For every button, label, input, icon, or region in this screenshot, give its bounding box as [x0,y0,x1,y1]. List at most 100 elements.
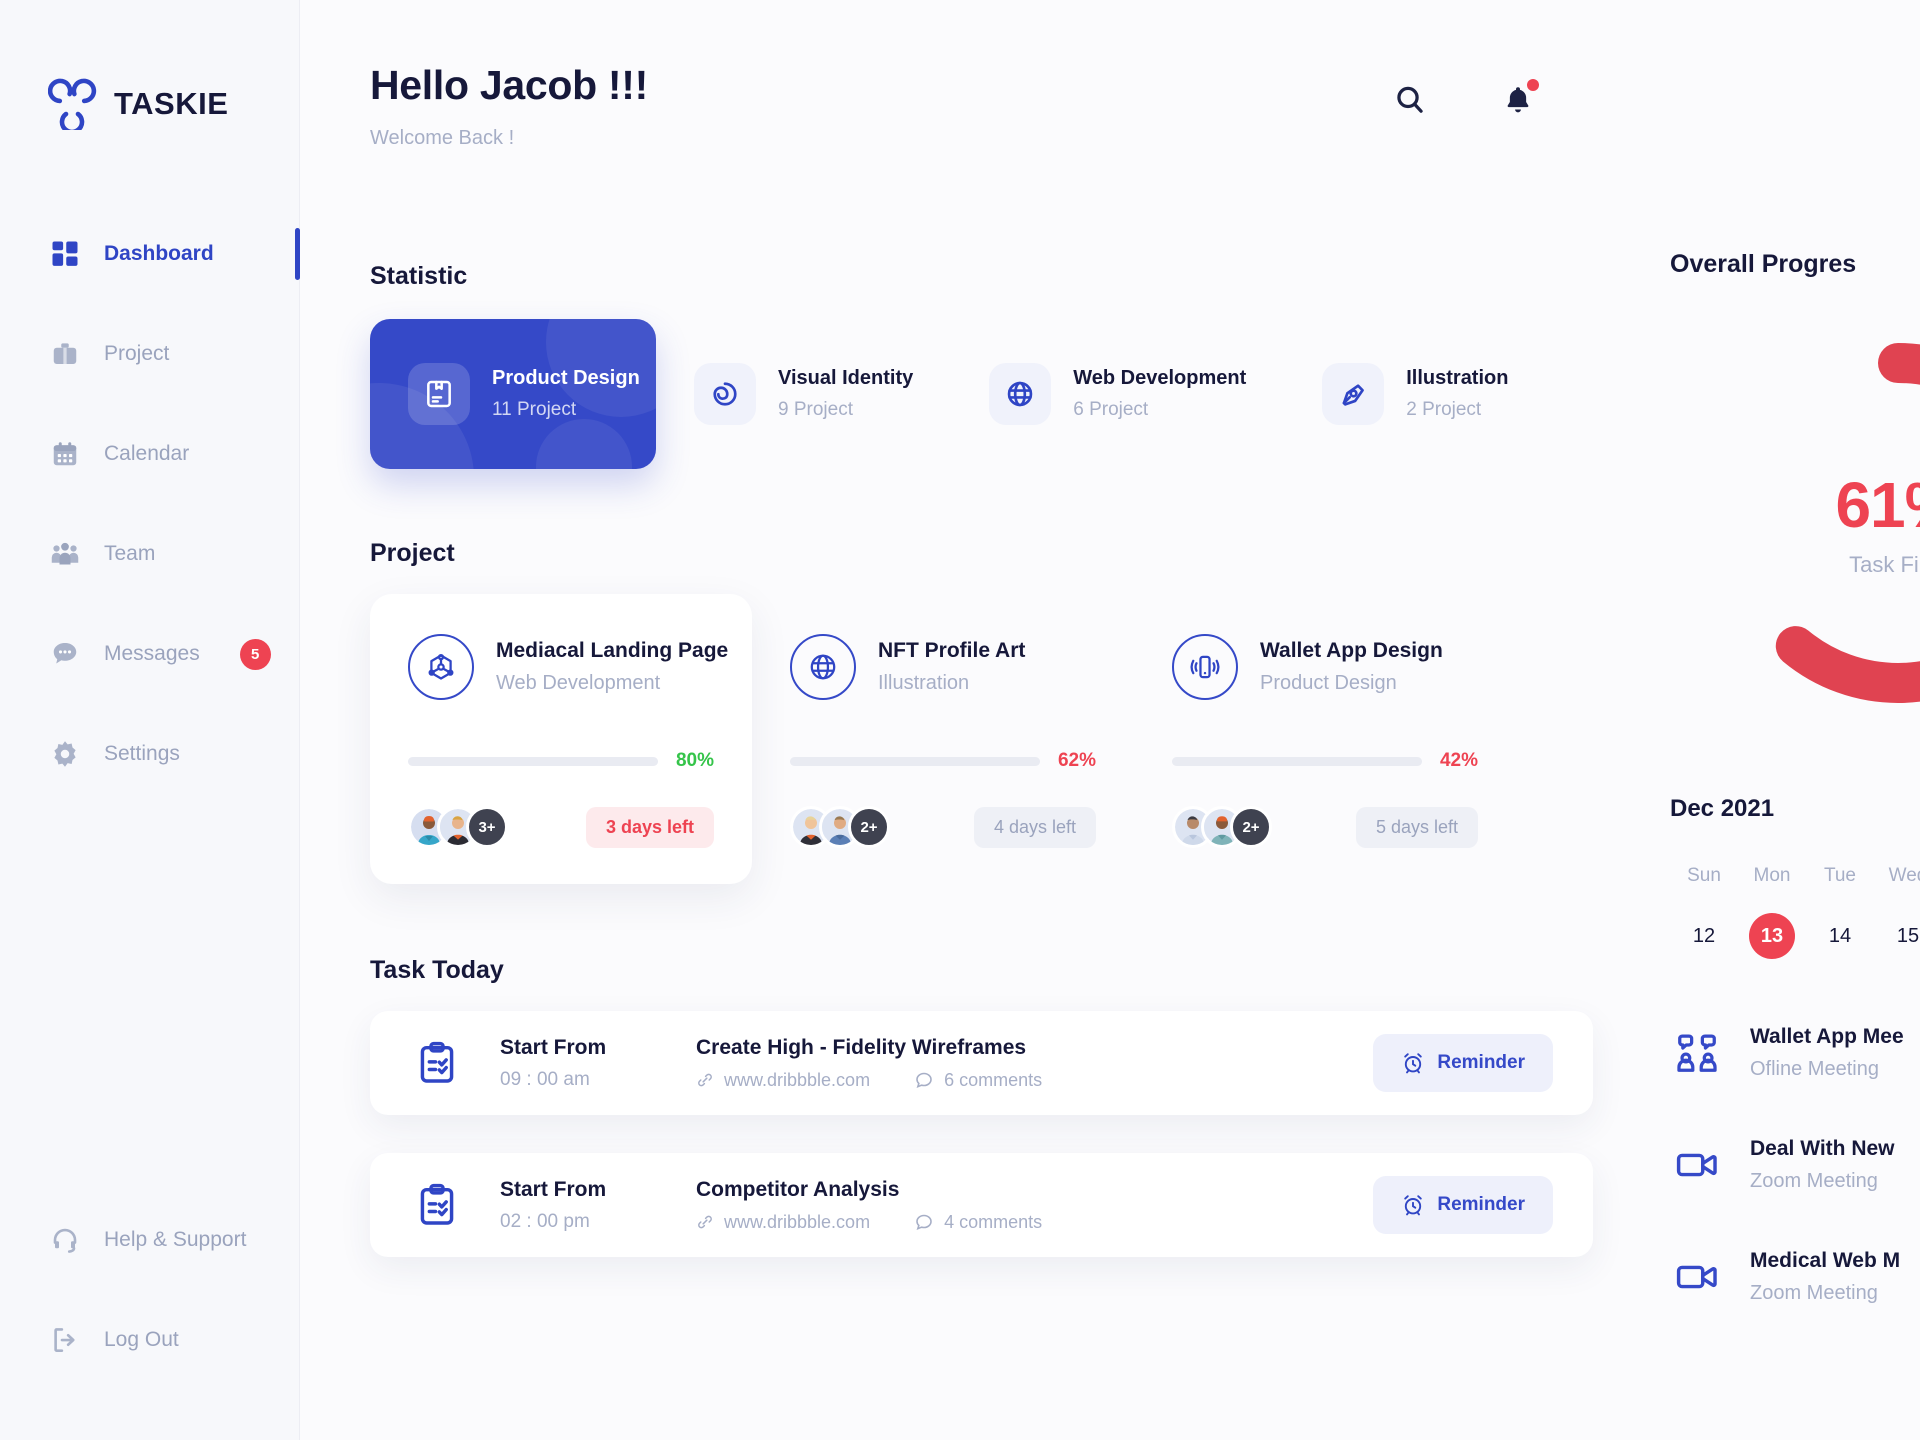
clipboard-check-icon [410,1178,464,1232]
sidebar-item-settings[interactable]: Settings [0,726,299,782]
project-card-wallet-app-design[interactable]: Wallet App Design Product Design 42% [1134,594,1516,884]
mobile-vibrate-icon [1172,634,1238,700]
stat-card-illustration[interactable]: Illustration 2 Project [1284,319,1546,469]
days-left-badge: 3 days left [585,806,714,848]
calendar-icon [48,437,82,471]
task-today-title: Task Today [370,956,504,984]
sidebar-item-dashboard[interactable]: Dashboard [0,226,300,282]
sidebar-item-help-support[interactable]: Help & Support [0,1212,299,1268]
project-name: NFT Profile Art [878,639,1026,662]
calendar-dow: Tue [1823,865,1857,886]
sidebar-item-label: Dashboard [104,242,214,265]
avatar-more-count: 2+ [848,806,890,848]
task-link[interactable]: www.dribbble.com [696,1070,870,1091]
sidebar-item-project[interactable]: Project [0,326,299,382]
task-comments-text: 6 comments [944,1069,1043,1090]
sidebar-item-log-out[interactable]: Log Out [0,1312,299,1368]
statistic-section: Statistic Product Design 11 Project [370,262,1920,469]
reminder-button[interactable]: Reminder [1373,1034,1553,1092]
spiral-icon [694,363,756,425]
sidebar-item-label: Log Out [104,1328,179,1351]
task-row[interactable]: Start From 09 : 00 am Create High - Fide… [370,1011,1593,1115]
calendar-day[interactable]: 15 [1896,925,1920,947]
calendar-day-selected[interactable]: 13 [1749,913,1795,959]
calendar-column: Sun 12 [1670,865,1738,959]
video-camera-icon [1670,1138,1724,1192]
project-card-medical-landing-page[interactable]: Mediacal Landing Page Web Development 80… [370,594,752,884]
search-icon[interactable] [1390,80,1430,120]
stat-name: Illustration [1406,367,1509,389]
meeting-item-wallet-app[interactable]: Wallet App Mee Ofline Meeting [1670,1025,1920,1081]
progress-row: 42% [1172,750,1478,772]
project-category: Web Development [496,672,661,694]
sidebar-item-label: Team [104,542,156,565]
stat-texts: Illustration 2 Project [1406,367,1508,421]
avatar-more-count: 2+ [1230,806,1272,848]
overall-progress-title: Overall Progres [1670,250,1857,278]
member-avatars[interactable]: 2+ [1172,806,1272,848]
calendar-dow: Mon [1753,865,1791,886]
project-name: Wallet App Design [1260,639,1443,662]
brand-logo[interactable]: TASKIE [0,0,299,135]
clipboard-check-icon [410,1036,464,1090]
member-avatars[interactable]: 3+ [408,806,508,848]
task-title: Competitor Analysis [696,1177,900,1201]
decor-blob [536,419,632,469]
task-link[interactable]: www.dribbble.com [696,1212,870,1233]
sidebar-item-messages[interactable]: Messages 5 [0,626,299,682]
task-meta: www.dribbble.com 4 comments [696,1212,1373,1233]
calendar-day[interactable]: 12 [1692,925,1716,947]
link-icon [698,1215,712,1229]
task-comments[interactable]: 4 comments [914,1212,1042,1233]
project-footer: 3+ 3 days left [408,806,714,848]
sidebar-item-label: Messages [104,642,200,665]
task-title: Create High - Fidelity Wireframes [696,1035,1027,1059]
sidebar-item-label: Help & Support [104,1228,247,1251]
stat-texts: Visual Identity 9 Project [778,367,913,421]
comment-icon [916,1214,932,1231]
member-avatars[interactable]: 2+ [790,806,890,848]
statistic-title: Statistic [370,262,468,290]
project-cards: Mediacal Landing Page Web Development 80… [370,594,1920,884]
project-texts: NFT Profile Art Illustration [878,639,1025,695]
task-details: Create High - Fidelity Wireframes www.dr… [696,1036,1373,1091]
notification-dot [1527,79,1539,91]
briefcase-icon [48,337,82,371]
calendar-column: Mon 13 [1738,865,1806,959]
task-meta: www.dribbble.com 6 comments [696,1070,1373,1091]
task-today-section: Task Today Start From 09 : 00 am Create … [370,956,1920,1257]
overall-progress-ring: 61% Task Finis [1688,313,1920,733]
bell-icon[interactable] [1498,79,1539,120]
task-time: 02 : 00 pm [500,1210,590,1232]
reminder-button[interactable]: Reminder [1373,1176,1553,1234]
reminder-label: Reminder [1437,1194,1525,1215]
sidebar: TASKIE Dashboard Project Calend [0,0,300,1440]
project-head: NFT Profile Art Illustration [790,634,1096,700]
task-row[interactable]: Start From 02 : 00 pm Competitor Analysi… [370,1153,1593,1257]
brand-name: TASKIE [114,86,229,121]
meeting-item-deal-with-new[interactable]: Deal With New Zoom Meeting [1670,1137,1920,1193]
globe-icon [790,634,856,700]
meeting-item-medical-web[interactable]: Medical Web M Zoom Meeting [1670,1249,1920,1305]
calendar-day[interactable]: 14 [1828,925,1852,947]
stat-card-web-development[interactable]: Web Development 6 Project [951,319,1284,469]
task-comments[interactable]: 6 comments [914,1070,1042,1091]
sidebar-nav: Dashboard Project Calendar Team [0,226,300,826]
task-start-label: Start From [500,1177,607,1201]
project-category: Product Design [1260,672,1397,694]
sidebar-item-calendar[interactable]: Calendar [0,426,299,482]
sidebar-item-team[interactable]: Team [0,526,299,582]
stat-card-visual-identity[interactable]: Visual Identity 9 Project [656,319,951,469]
stat-count: 6 Project [1073,399,1149,420]
days-left-badge: 4 days left [973,806,1096,848]
comment-icon [916,1072,932,1089]
stat-card-product-design[interactable]: Product Design 11 Project [370,319,656,469]
project-head: Mediacal Landing Page Web Development [408,634,728,700]
project-title: Project [370,539,455,567]
video-camera-icon [1670,1250,1724,1304]
chat-icon [48,637,82,671]
calendar-grid: Sun 12 Mon 13 Tue 14 Wed 15 [1670,865,1920,959]
gear-icon [48,737,82,771]
messages-badge: 5 [239,638,271,670]
project-card-nft-profile-art[interactable]: NFT Profile Art Illustration 62% [752,594,1134,884]
